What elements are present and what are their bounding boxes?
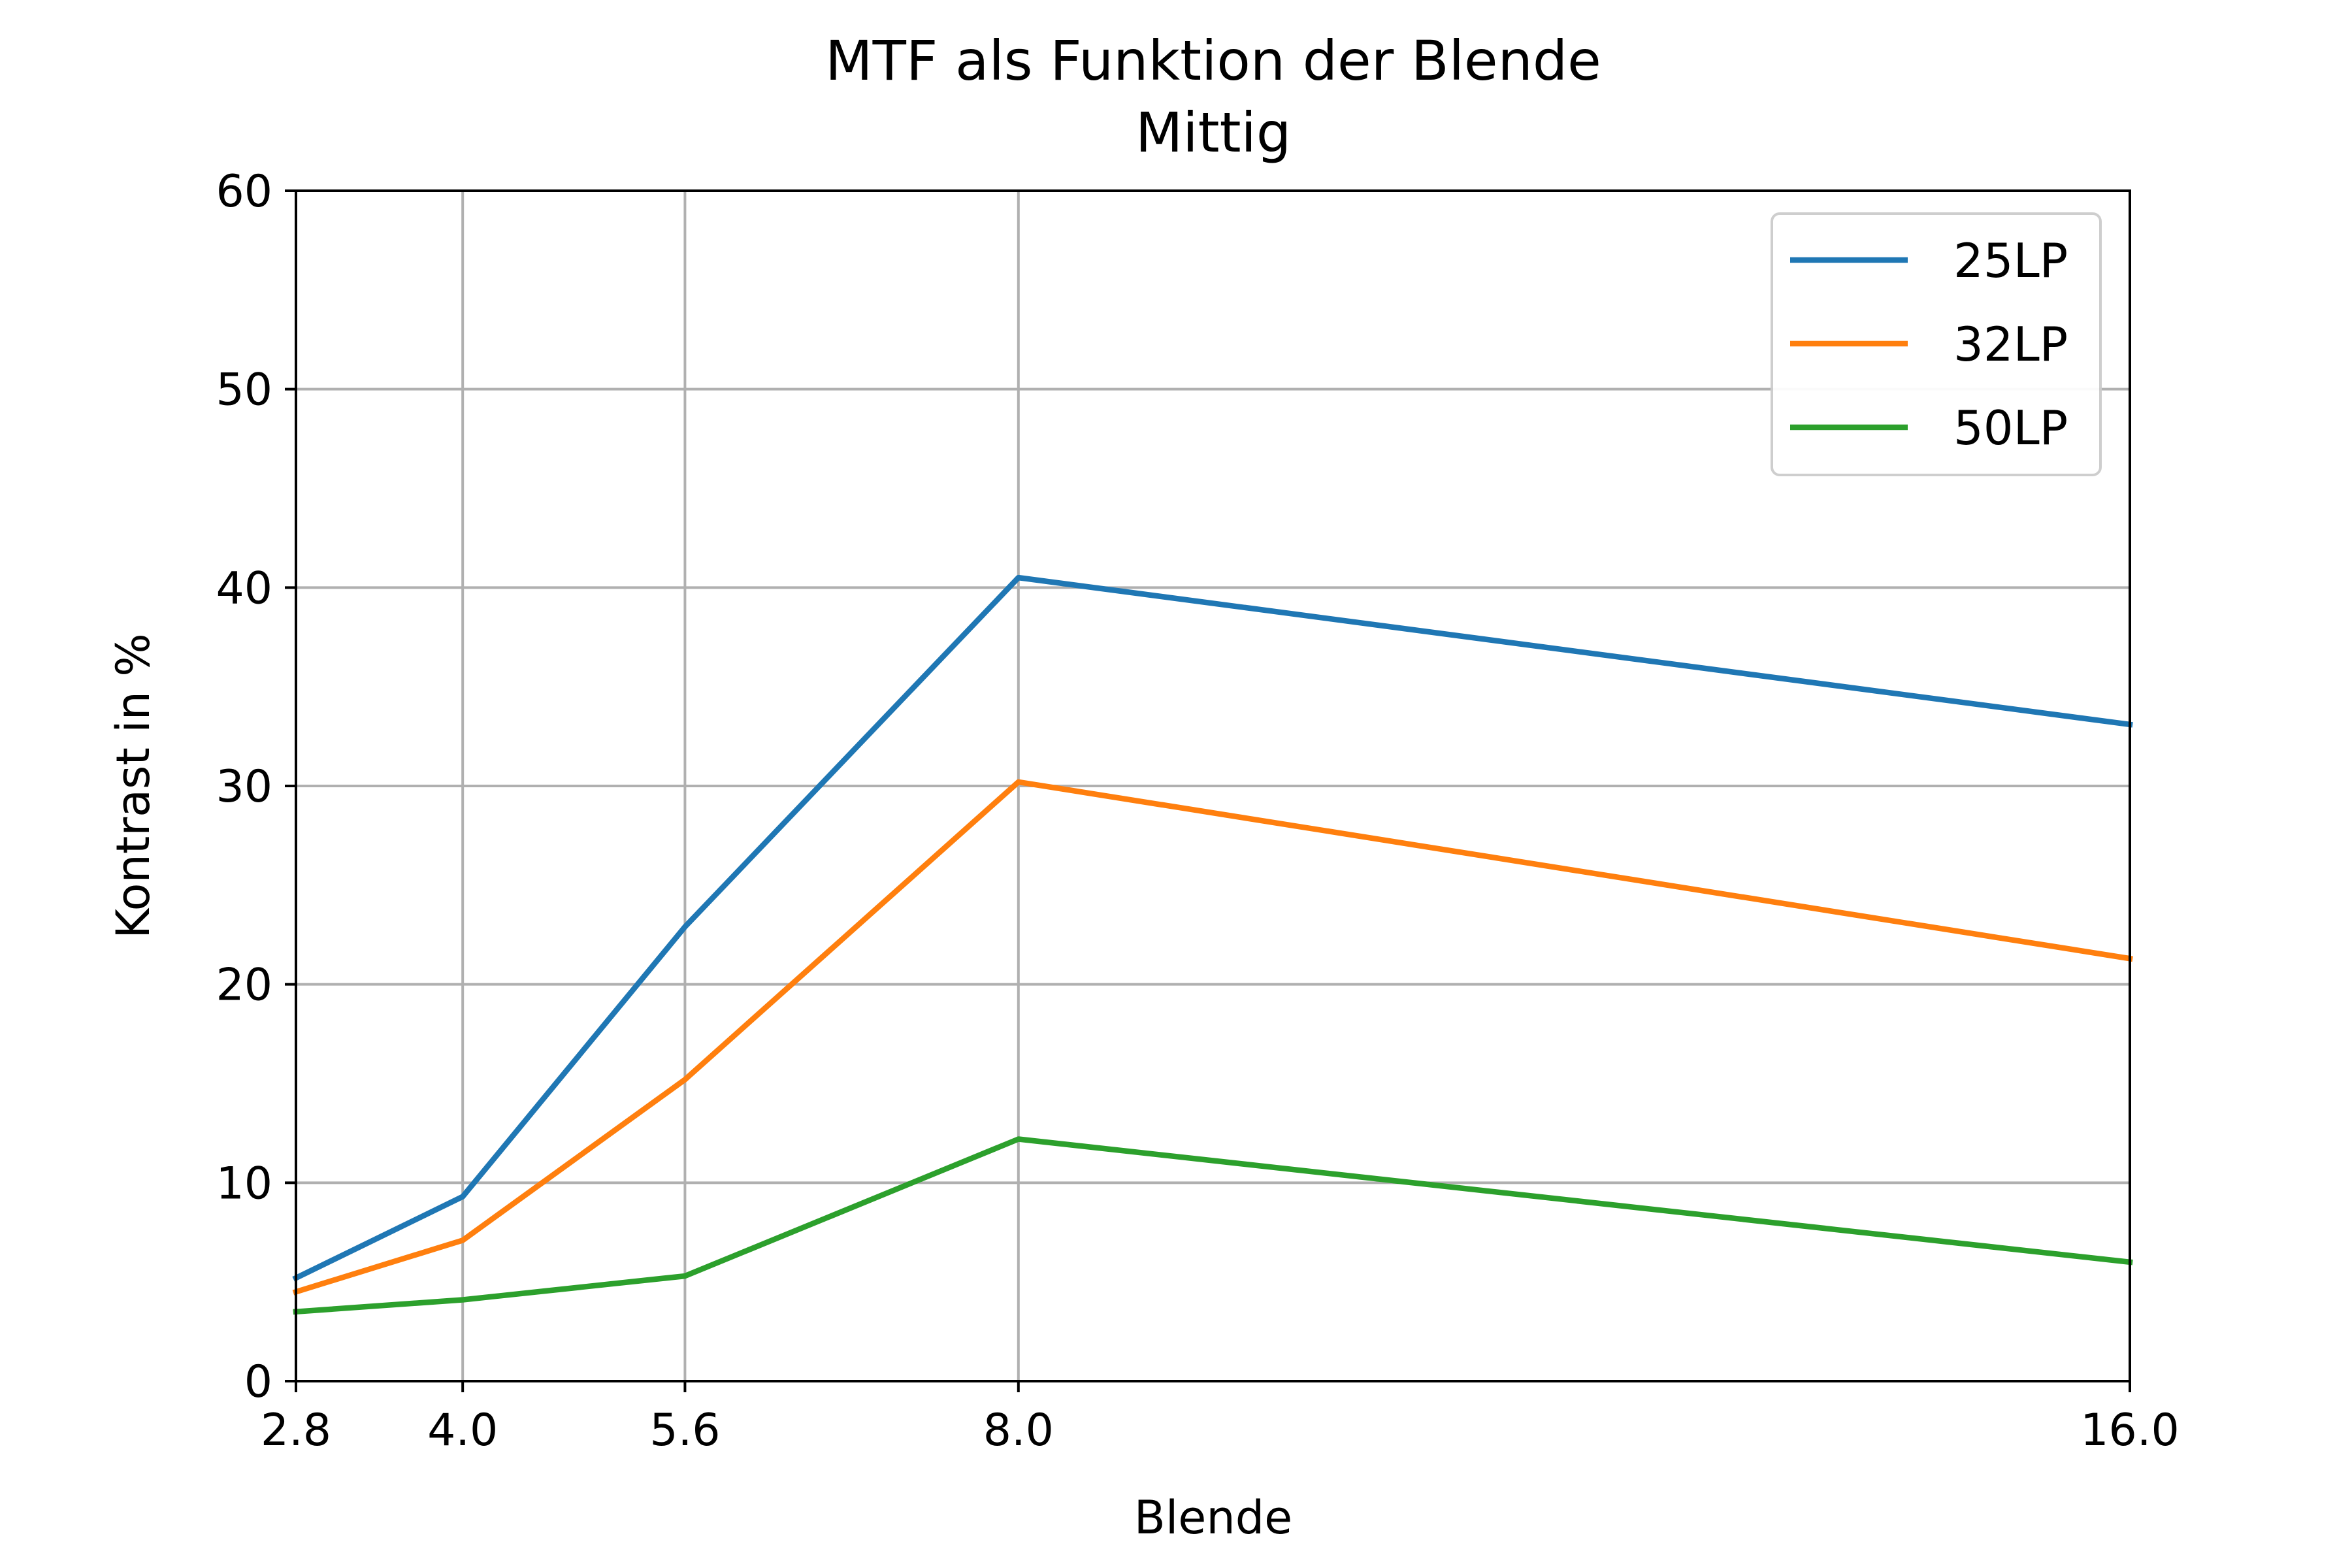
x-tick-label: 16.0: [2080, 1405, 2179, 1456]
y-tick-label: 0: [244, 1356, 272, 1408]
legend-label-32lp: 32LP: [1953, 317, 2068, 372]
chart-subtitle: Mittig: [1135, 101, 1291, 165]
x-tick-label: 5.6: [649, 1405, 720, 1456]
y-tick-label: 50: [216, 365, 272, 416]
x-tick-label: 2.8: [261, 1405, 331, 1456]
x-tick-label: 8.0: [983, 1405, 1054, 1456]
x-axis-label: Blende: [1134, 1491, 1292, 1544]
legend-label-25lp: 25LP: [1953, 233, 2068, 288]
series-lines: [292, 574, 2133, 1315]
y-tick-label: 30: [216, 761, 272, 813]
series-line-50lp: [293, 1136, 2133, 1315]
series-line-32lp: [292, 779, 2133, 1296]
y-axis-label: Kontrast in %: [106, 633, 160, 938]
axis-ticks: 2.8 4.0 5.6 8.0 16.0 0 10 20 30 40 50 60: [216, 166, 2179, 1456]
chart-title: MTF als Funktion der Blende: [825, 29, 1601, 93]
legend-box: [1771, 212, 2102, 476]
legend: 25LP 32LP 50LP: [1771, 212, 2102, 476]
y-tick-label: 10: [216, 1158, 272, 1209]
y-tick-label: 20: [216, 960, 272, 1011]
x-tick-label: 4.0: [427, 1405, 498, 1456]
series-line-25lp: [292, 574, 2133, 1282]
y-tick-label: 40: [216, 563, 272, 614]
y-tick-label: 60: [216, 166, 272, 218]
legend-entries: 25LP 32LP 50LP: [1790, 233, 2068, 455]
legend-label-50lp: 50LP: [1953, 400, 2068, 455]
